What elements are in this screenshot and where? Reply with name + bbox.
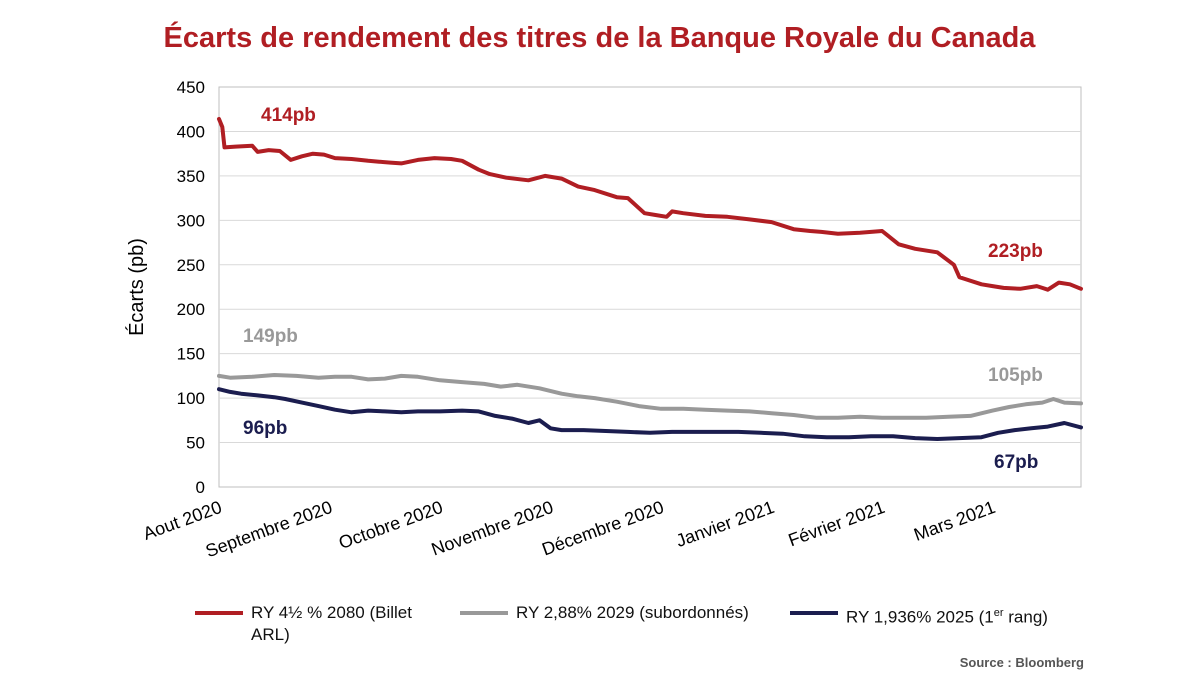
y-axis-label: Écarts (pb) bbox=[125, 238, 148, 336]
annotation-ry-2080-end: 223pb bbox=[988, 241, 1043, 262]
chart-svg: 0 50 100 150 200 250 300 350 400 450 Aout 2020Sept… bbox=[125, 78, 1083, 561]
y-tick-label-450: 450 bbox=[177, 78, 205, 97]
chart-title: Écarts de rendement des titres de la Ban… bbox=[163, 22, 1036, 54]
series-line-ry-2029 bbox=[217, 373, 1083, 420]
legend-label-ry-2025-tail: rang) bbox=[1003, 607, 1048, 627]
x-tick-label-3: Novembre 2020 bbox=[429, 497, 556, 560]
x-tick-label-2: Octobre 2020 bbox=[336, 497, 445, 553]
y-tick-label-150: 150 bbox=[177, 345, 205, 364]
annotation-ry-2025-end: 67pb bbox=[994, 452, 1038, 473]
y-tick-label-350: 350 bbox=[177, 167, 205, 186]
legend-label-ry-2025-base: RY 1,936% 2025 (1 bbox=[846, 607, 994, 627]
legend-label-ry-2025-sup: er bbox=[993, 607, 1004, 619]
y-tick-label-200: 200 bbox=[177, 300, 205, 319]
annotation-ry-2029-end: 105pb bbox=[988, 365, 1043, 386]
annotation-ry-2025-start: 96pb bbox=[243, 418, 287, 439]
y-tick-label-100: 100 bbox=[177, 389, 205, 408]
annotation-ry-2029-start: 149pb bbox=[243, 326, 298, 347]
legend-label-ry-2080: RY 4½ % 2080 (Billet ARL) bbox=[251, 603, 412, 644]
legend-swatch-ry-2029 bbox=[460, 611, 508, 615]
y-tick-label-50: 50 bbox=[186, 434, 205, 453]
x-tick-label-4: Décembre 2020 bbox=[539, 497, 666, 560]
source-note: Source : Bloomberg bbox=[959, 655, 1084, 670]
legend: RY 4½ % 2080 (Billet ARL) RY 2,88% 2029 … bbox=[195, 602, 1095, 652]
x-tick-label-1: Septembre 2020 bbox=[203, 497, 335, 561]
legend-swatch-ry-2080 bbox=[195, 611, 243, 615]
series-layer bbox=[217, 117, 1083, 441]
y-tick-label-250: 250 bbox=[177, 256, 205, 275]
grid-layer bbox=[218, 86, 1082, 488]
plot-frame bbox=[218, 86, 1082, 488]
annotation-layer: 414pb 223pb 149pb 105pb 96pb 67pb bbox=[243, 105, 1043, 473]
y-tick-label-300: 300 bbox=[177, 211, 205, 230]
legend-item-ry-2025: RY 1,936% 2025 (1er rang) bbox=[790, 602, 1110, 629]
x-tick-label-0: Aout 2020 bbox=[140, 497, 224, 544]
legend-swatch-ry-2025 bbox=[790, 611, 838, 615]
series-line-ry-2025 bbox=[217, 387, 1083, 441]
x-tick-label-7: Mars 2021 bbox=[911, 497, 998, 545]
series-line-ry-2080 bbox=[217, 117, 1083, 292]
legend-label-ry-2029: RY 2,88% 2029 (subordonnés) bbox=[516, 603, 749, 622]
legend-item-ry-2080: RY 4½ % 2080 (Billet ARL) bbox=[195, 602, 435, 646]
x-tick-label-6: Février 2021 bbox=[786, 497, 888, 550]
legend-item-ry-2029: RY 2,88% 2029 (subordonnés) bbox=[460, 602, 790, 624]
legend-label-ry-2025: RY 1,936% 2025 (1er rang) bbox=[846, 602, 1048, 629]
y-tick-label-0: 0 bbox=[196, 478, 205, 497]
annotation-ry-2080-start: 414pb bbox=[261, 105, 316, 126]
y-tick-label-400: 400 bbox=[177, 122, 205, 141]
x-tick-label-5: Janvier 2021 bbox=[673, 497, 777, 551]
